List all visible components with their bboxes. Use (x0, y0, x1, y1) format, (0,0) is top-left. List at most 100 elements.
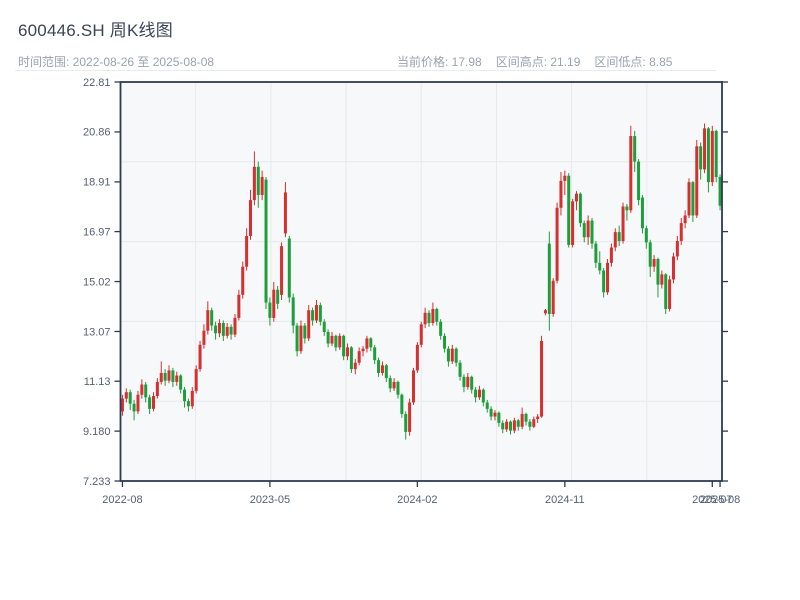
candle-body (365, 338, 369, 349)
candle-body (446, 348, 450, 362)
candle-body (462, 376, 466, 388)
x-tick-label: 2024-02 (397, 494, 437, 506)
candle-body (652, 258, 656, 267)
candle-body (233, 317, 237, 335)
candle-body (559, 180, 563, 208)
candle-body (287, 238, 291, 298)
candle-body (148, 397, 152, 409)
candle-body (396, 381, 400, 395)
candle-body (179, 375, 183, 390)
candle-body (633, 136, 637, 162)
candle-body (245, 235, 249, 267)
candle-body (590, 220, 594, 244)
candle-body (326, 331, 330, 344)
y-tick-label: 22.81 (83, 77, 111, 89)
candle-body (411, 370, 415, 403)
candle-body (454, 348, 458, 363)
candle-body (540, 340, 544, 417)
candle-body (163, 372, 167, 381)
candle-body (249, 200, 253, 236)
candle-body (167, 370, 171, 381)
candle-body (477, 389, 481, 398)
candle-body (516, 420, 520, 427)
candle-body (198, 344, 202, 370)
y-tick-label: 11.13 (84, 376, 111, 388)
y-tick-label: 13.07 (83, 326, 111, 338)
candle-body (423, 312, 427, 325)
candle-body (311, 310, 315, 321)
candle-body (671, 256, 675, 280)
candle-body (431, 308, 435, 324)
candle-body (687, 182, 691, 216)
candle-body (307, 310, 311, 339)
candle-body (338, 335, 342, 348)
candle-body (509, 421, 513, 431)
candle-body (695, 146, 699, 216)
candle-body (229, 326, 233, 335)
candle-body (470, 376, 474, 390)
y-tick-label: 20.86 (83, 127, 111, 139)
candle-body (171, 370, 175, 382)
x-tick-label: 2025-08 (700, 494, 740, 506)
candle-body (252, 166, 256, 201)
header-divider (15, 70, 716, 71)
candle-body (322, 321, 326, 332)
candle-body (373, 347, 377, 361)
candle-body (582, 223, 586, 238)
page-title: 600446.SH 周K线图 (18, 21, 173, 40)
candle-body (186, 401, 190, 407)
candle-body (598, 262, 602, 271)
candle-body (710, 130, 714, 183)
candle-body (528, 421, 532, 427)
candle-body (120, 398, 124, 412)
candle-body (241, 266, 245, 295)
y-tick-label: 7.233 (83, 476, 111, 488)
candle-body (357, 351, 361, 363)
candle-body (466, 376, 470, 388)
candle-body (342, 335, 346, 357)
candle-body (221, 323, 225, 336)
candle-body (617, 232, 621, 242)
y-tick-label: 9.180 (83, 426, 111, 438)
price-stats: 当前价格: 17.98 区间高点: 21.19 区间低点: 8.85 (397, 53, 672, 70)
candle-body (264, 179, 268, 303)
candle-body (353, 362, 357, 370)
candle-body (602, 270, 606, 293)
candle-body (214, 325, 218, 334)
candle-body (563, 175, 567, 181)
candle-body (237, 294, 241, 318)
candle-body (703, 128, 707, 170)
candle-body (151, 396, 155, 409)
candle-body (485, 402, 489, 409)
candle-body (303, 325, 307, 339)
candle-body (644, 228, 648, 243)
candle-body (346, 347, 350, 357)
candle-body (664, 274, 668, 309)
candle-body (668, 279, 672, 309)
candle-body (318, 305, 322, 322)
candle-body (144, 384, 148, 398)
candle-body (621, 206, 625, 242)
x-tick-label: 2025-07 (692, 494, 732, 506)
candle-body (369, 338, 373, 348)
candle-body (718, 177, 722, 206)
candle-body (183, 389, 187, 402)
candle-body (155, 381, 159, 397)
candle-body (392, 381, 396, 389)
candle-body (272, 289, 276, 318)
candle-body (578, 193, 582, 224)
candle-body (334, 335, 338, 348)
candle-body (489, 408, 493, 417)
candle-body (361, 348, 365, 352)
candle-body (217, 323, 221, 334)
candle-body (280, 246, 284, 295)
candle-body (640, 197, 644, 229)
y-tick-label: 15.02 (83, 276, 111, 288)
candle-body (450, 348, 454, 362)
candle-body (629, 136, 633, 211)
candle-body (295, 325, 299, 352)
candle-body (567, 175, 571, 245)
candle-body (625, 206, 629, 211)
